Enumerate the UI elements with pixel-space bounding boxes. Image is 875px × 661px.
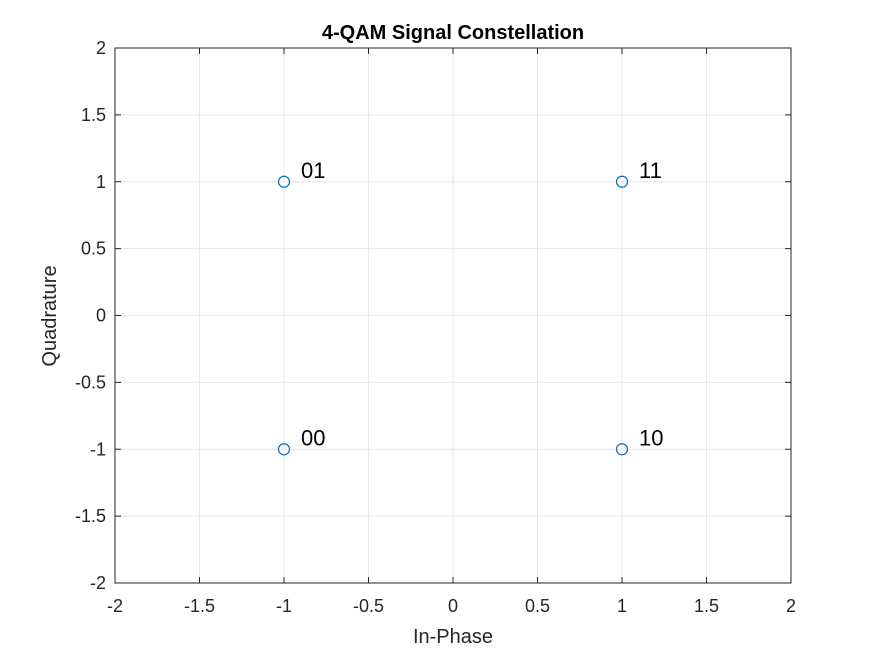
x-axis-label: In-Phase: [413, 626, 493, 648]
data-point-label: 01: [301, 158, 325, 183]
data-point-label: 10: [639, 425, 663, 450]
chart-title: 4-QAM Signal Constellation: [322, 22, 584, 44]
grid: [114, 47, 792, 584]
y-tick-label: 0: [96, 306, 106, 326]
x-tick-label: 0: [448, 596, 458, 616]
data-point-marker: [277, 443, 291, 456]
x-tick-label: 2: [786, 596, 796, 616]
y-tick-label: -1: [90, 439, 106, 459]
y-tick-label: 2: [96, 38, 106, 58]
x-tick-label: -0.5: [353, 596, 384, 616]
ticks: [114, 47, 792, 584]
x-tick-label: -1: [276, 596, 292, 616]
x-tick-label: -1.5: [184, 596, 215, 616]
x-tick-label: -2: [107, 596, 123, 616]
y-tick-labels: -2 -1.5 -1 -0.5 0 0.5 1 1.5 2: [75, 38, 106, 593]
y-tick-label: -1.5: [75, 506, 106, 526]
y-tick-label: 1: [96, 172, 106, 192]
x-tick-label: 1: [617, 596, 627, 616]
y-axis-label: Quadrature: [39, 265, 61, 366]
data-point-label: 11: [639, 158, 662, 183]
data-points: 00 01 10 11: [277, 158, 663, 456]
y-tick-label: -0.5: [75, 372, 106, 392]
data-point-marker: [277, 175, 291, 188]
data-point-marker: [615, 443, 629, 456]
x-tick-label: 0.5: [525, 596, 550, 616]
x-tick-labels: -2 -1.5 -1 -0.5 0 0.5 1 1.5 2: [107, 596, 796, 616]
x-tick-label: 1.5: [694, 596, 719, 616]
y-tick-label: 1.5: [81, 105, 106, 125]
data-point-marker: [615, 175, 629, 188]
y-tick-label: -2: [90, 573, 106, 593]
data-point-label: 00: [301, 425, 325, 450]
y-tick-label: 0.5: [81, 239, 106, 259]
